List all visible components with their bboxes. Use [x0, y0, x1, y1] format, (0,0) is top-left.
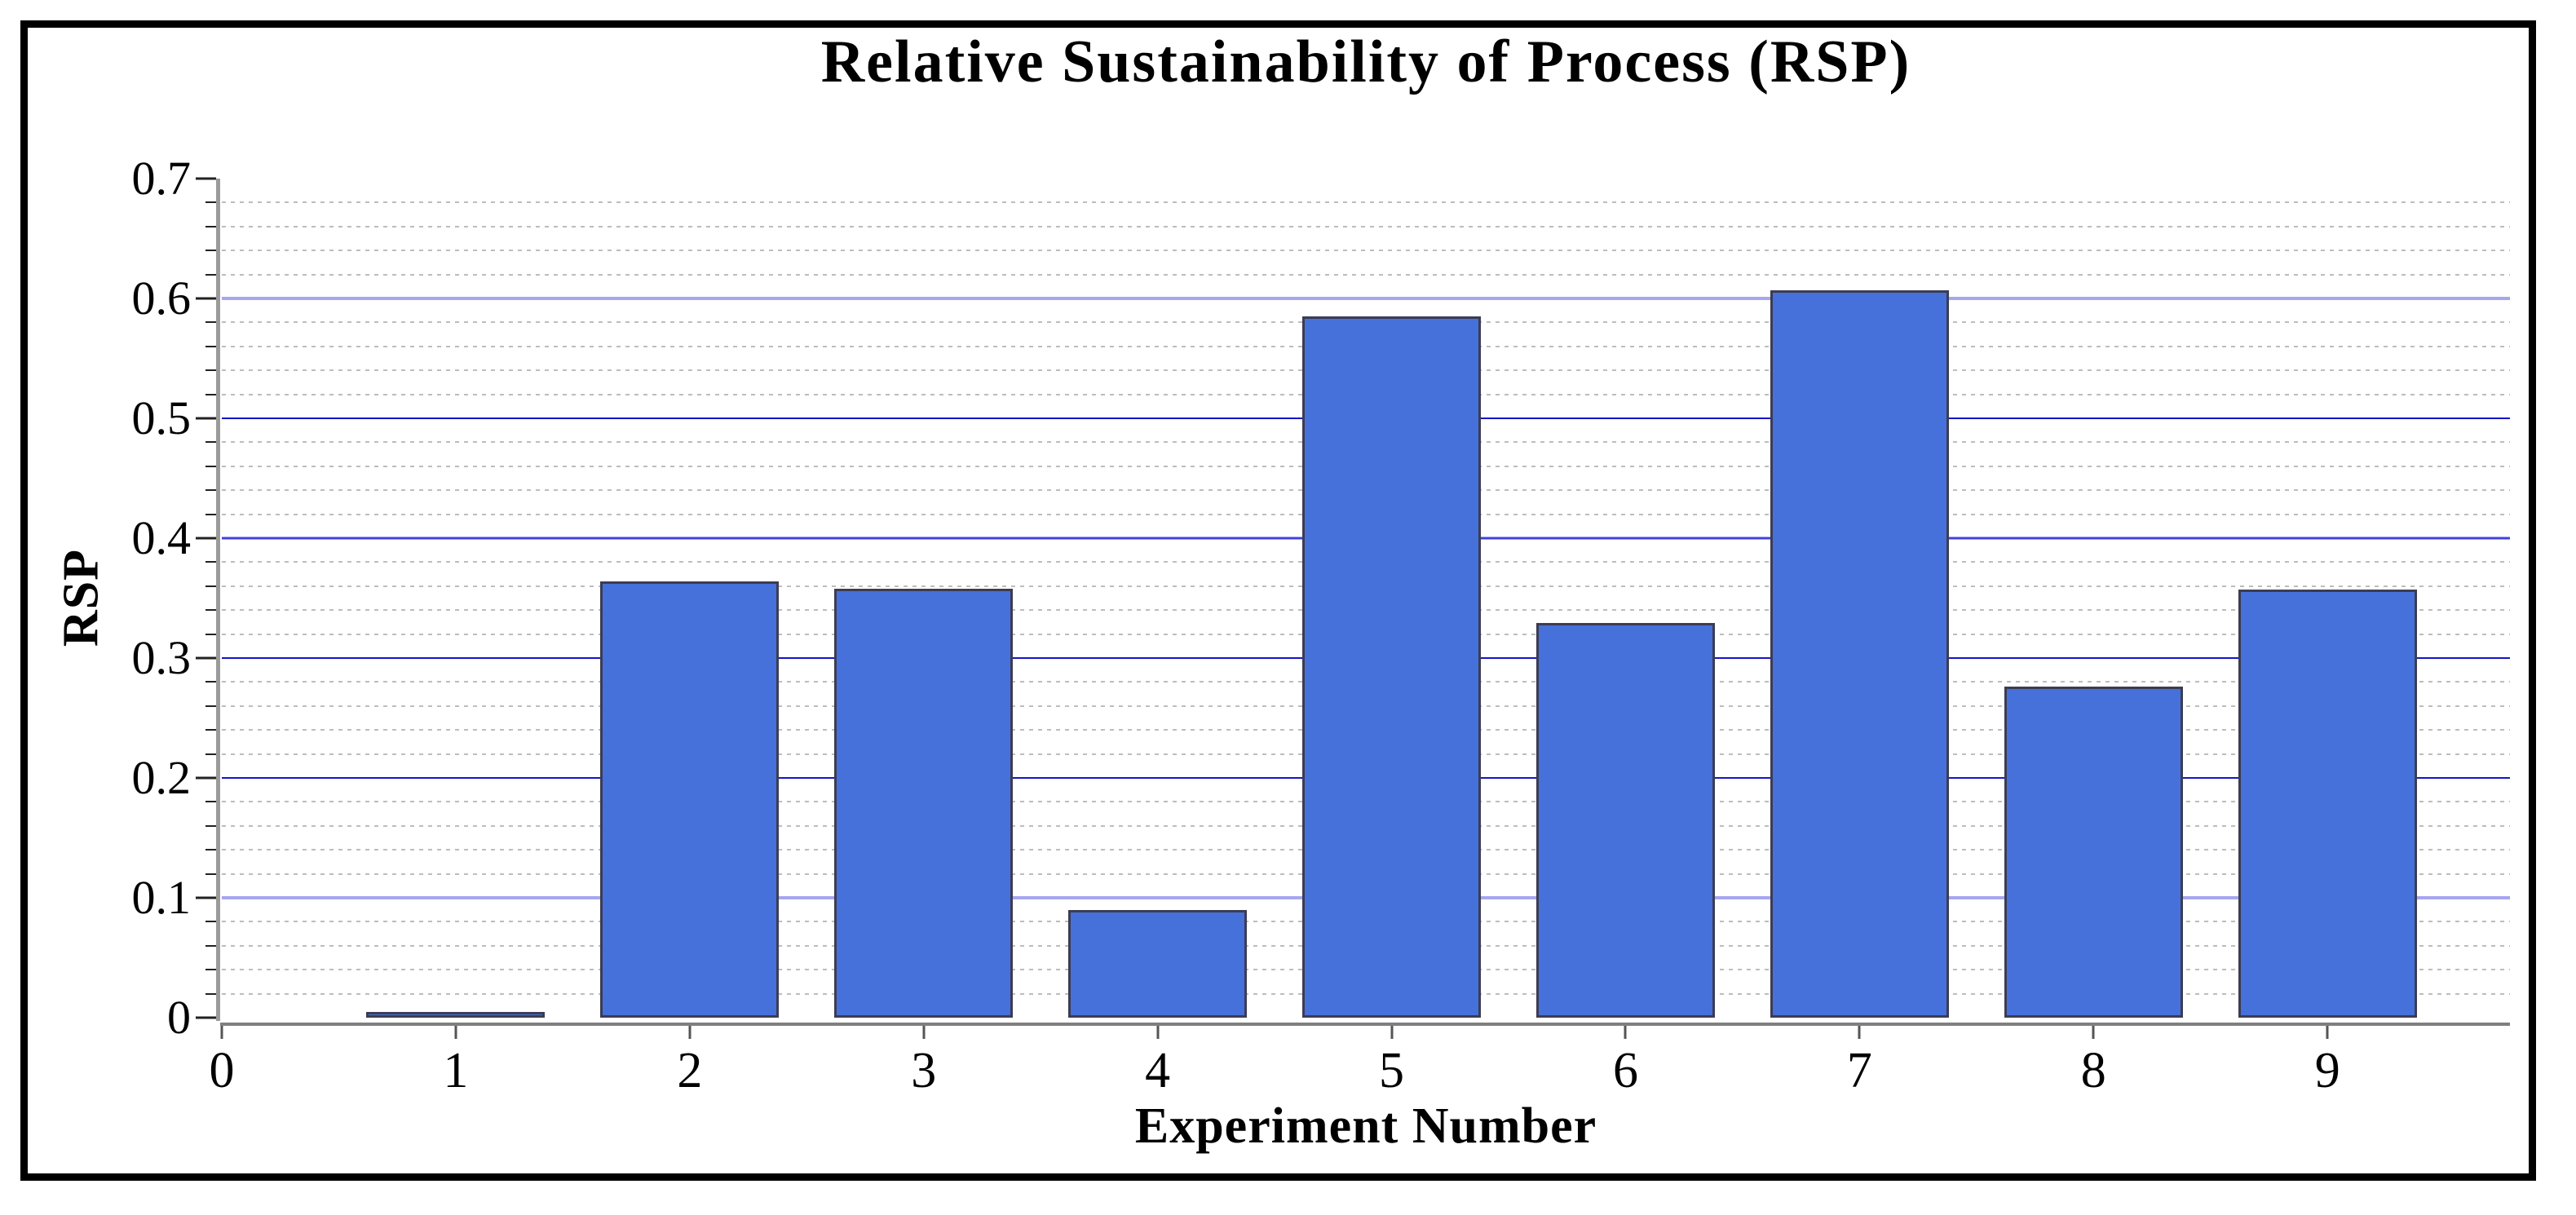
- y-minor-tick: [205, 489, 216, 492]
- y-major-tick: [196, 417, 216, 420]
- y-major-tick: [196, 1016, 216, 1019]
- y-minor-tick: [205, 513, 216, 515]
- y-minor-tick: [205, 393, 216, 395]
- y-minor-tick: [205, 801, 216, 803]
- gridline-minor: [222, 273, 2510, 276]
- x-tick-label: 9: [2314, 1043, 2340, 1098]
- y-axis-line: [216, 179, 220, 1021]
- y-minor-tick: [205, 561, 216, 563]
- x-tick-label: 0: [209, 1043, 235, 1098]
- y-minor-tick: [205, 345, 216, 347]
- gridline-minor: [222, 250, 2510, 252]
- y-minor-tick: [205, 753, 216, 755]
- gridline-major: [222, 297, 2510, 300]
- x-axis-title: Experiment Number: [1134, 1098, 1597, 1154]
- y-major-tick: [196, 537, 216, 540]
- y-minor-tick: [205, 369, 216, 372]
- bar-experiment-4: [1068, 909, 1248, 1018]
- y-minor-tick: [205, 321, 216, 324]
- y-major-tick: [196, 297, 216, 300]
- y-major-tick: [196, 656, 216, 660]
- y-major-tick: [196, 896, 216, 899]
- y-minor-tick: [205, 681, 216, 683]
- y-minor-tick: [205, 609, 216, 612]
- x-tick: [220, 1026, 223, 1039]
- x-tick: [1858, 1026, 1861, 1039]
- bar-experiment-1: [366, 1011, 546, 1018]
- y-minor-tick: [205, 969, 216, 971]
- chart-title: Relative Sustainability of Process (RSP): [820, 29, 1911, 95]
- x-tick: [454, 1026, 457, 1039]
- bar-experiment-6: [1536, 623, 1715, 1018]
- x-tick: [688, 1026, 691, 1039]
- y-minor-tick: [205, 824, 216, 827]
- x-tick: [1624, 1026, 1627, 1039]
- y-minor-tick: [205, 944, 216, 947]
- y-major-tick: [196, 177, 216, 180]
- x-tick-label: 5: [1379, 1043, 1405, 1098]
- y-minor-tick: [205, 729, 216, 731]
- y-minor-tick: [205, 585, 216, 587]
- bar-experiment-8: [2004, 687, 2183, 1018]
- x-tick-label: 2: [677, 1043, 703, 1098]
- x-tick: [2092, 1026, 2095, 1039]
- x-tick-label: 7: [1846, 1043, 1872, 1098]
- x-tick: [1390, 1026, 1394, 1039]
- x-tick-label: 8: [2080, 1043, 2106, 1098]
- y-minor-tick: [205, 992, 216, 995]
- x-tick-label: 1: [443, 1043, 469, 1098]
- y-minor-tick: [205, 250, 216, 252]
- x-axis-line: [220, 1023, 2510, 1026]
- bar-experiment-3: [834, 588, 1014, 1018]
- y-tick-label: 0: [167, 991, 191, 1044]
- y-minor-tick: [205, 273, 216, 276]
- y-tick-label: 0.7: [131, 152, 192, 205]
- x-tick-label: 4: [1145, 1043, 1171, 1098]
- y-major-tick: [196, 776, 216, 780]
- x-tick: [922, 1026, 926, 1039]
- y-minor-tick: [205, 225, 216, 228]
- y-tick-label: 0.4: [131, 511, 192, 564]
- x-axis-ticks: [220, 1026, 2510, 1040]
- bar-experiment-9: [2238, 590, 2417, 1018]
- plot-area: [222, 179, 2510, 1018]
- y-tick-label: 0.3: [131, 630, 192, 684]
- x-tick-label: 6: [1612, 1043, 1638, 1098]
- y-tick-label: 0.2: [131, 751, 192, 804]
- y-axis-ticks: [196, 177, 216, 1019]
- bar-experiment-2: [600, 581, 780, 1018]
- y-minor-tick: [205, 201, 216, 204]
- x-axis-tick-labels: 0 1 2 3 4 5 6 7 8 9: [210, 1042, 2510, 1101]
- y-axis-tick-labels: 0 0.1 0.2 0.3 0.4 0.5 0.6 0.7: [16, 152, 192, 1044]
- x-tick: [2326, 1026, 2329, 1039]
- y-minor-tick: [205, 465, 216, 467]
- y-minor-tick: [205, 921, 216, 923]
- bar-experiment-7: [1770, 289, 1949, 1018]
- gridline-minor: [222, 225, 2510, 228]
- y-minor-tick: [205, 441, 216, 444]
- x-tick-label: 3: [911, 1043, 937, 1098]
- y-minor-tick: [205, 633, 216, 635]
- y-tick-label: 0.6: [131, 271, 192, 325]
- y-tick-label: 0.1: [131, 871, 192, 924]
- y-minor-tick: [205, 849, 216, 851]
- x-tick: [1156, 1026, 1160, 1039]
- bar-experiment-5: [1302, 316, 1481, 1018]
- y-minor-tick: [205, 873, 216, 875]
- y-minor-tick: [205, 705, 216, 707]
- y-tick-label: 0.5: [131, 391, 192, 444]
- gridline-minor: [222, 201, 2510, 204]
